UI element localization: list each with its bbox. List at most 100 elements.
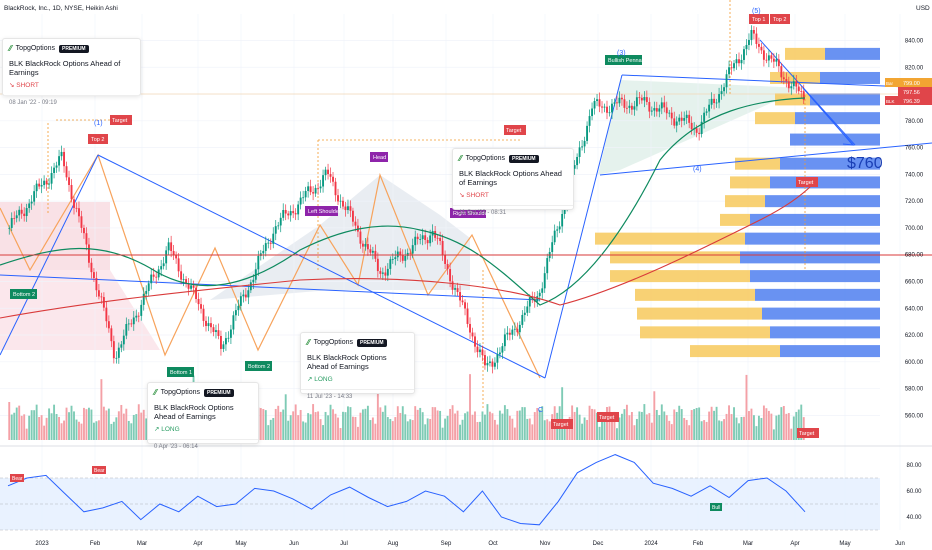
volume-bar [120, 404, 123, 440]
candle-body [755, 33, 758, 44]
candle-body [307, 186, 310, 191]
candle-body [185, 279, 188, 284]
volume-bar [23, 414, 26, 440]
brand-logo-icon: ⁄⁄ [154, 388, 157, 397]
time-tick: Mar [137, 541, 147, 547]
volume-bar [464, 413, 466, 440]
volume-bar [294, 404, 297, 440]
volume-bar [698, 407, 701, 440]
volume-bar [628, 415, 631, 440]
currency-label: USD [916, 5, 930, 12]
candle-body [588, 116, 591, 126]
volume-bar [379, 407, 382, 440]
rsi-bull-label: Bull [712, 505, 720, 511]
volume-bar [780, 407, 783, 440]
candle-body [406, 252, 409, 256]
volume-bar [528, 418, 531, 440]
candle-body [234, 310, 237, 316]
rsi-bear-label-2: Bear [94, 468, 105, 474]
candle-body [558, 226, 561, 230]
candle-body [404, 255, 407, 261]
candle-body [556, 229, 559, 231]
volume-bar [718, 420, 721, 440]
volume-bar [361, 409, 364, 440]
top2-label: Top 2 [91, 137, 104, 143]
candle-body [175, 254, 178, 259]
idea-card-1[interactable]: ⁄⁄ TopgOptions PREMIUM BLK BlackRock Optio… [2, 38, 141, 106]
candle-body [396, 251, 399, 258]
candle-body [623, 99, 626, 108]
candle-body [765, 59, 768, 61]
price-tick: 700.00 [905, 226, 924, 232]
volume-bar [409, 419, 412, 440]
candle-body [327, 169, 329, 175]
left-shoulder-label: Left Shoulder [308, 209, 341, 215]
volume-bar [683, 417, 686, 440]
candle-body [289, 211, 292, 216]
volume-bar [75, 419, 78, 440]
candle-body [287, 213, 290, 216]
volume-bar [110, 423, 113, 440]
candle-body [8, 227, 11, 229]
candle-body [381, 272, 384, 274]
candle-body [409, 252, 412, 254]
volume-bar [787, 413, 790, 440]
candle-body [488, 361, 491, 364]
volume-bar [95, 421, 98, 440]
candle-body [237, 305, 240, 311]
candle-body [703, 112, 706, 122]
idea-title: BLK BlackRock Options Ahead of Earnings [459, 169, 562, 187]
candle-body [752, 29, 755, 34]
volume-bar [740, 416, 743, 440]
badge-797: 797.56 [903, 90, 920, 96]
volume-bar [107, 408, 110, 440]
candle-body [513, 328, 516, 330]
candle-body [207, 323, 210, 327]
idea-card-4[interactable]: ⁄⁄ TopgOptions PREMIUM BLK BlackRock Optio… [147, 382, 259, 450]
volume-bar [620, 413, 623, 440]
candle-body [394, 257, 397, 260]
price-tick: 580.00 [905, 387, 924, 393]
volume-bar [690, 410, 693, 440]
volume-bar [384, 405, 387, 440]
volume-bar [53, 404, 56, 440]
volume-bar [374, 423, 377, 440]
candle-body [391, 259, 394, 260]
candle-body [730, 67, 733, 69]
volume-bar [347, 406, 349, 440]
volume-bar [322, 425, 325, 440]
direction-text: LONG [161, 426, 180, 433]
candle-body [461, 300, 464, 303]
idea-direction: ↗ LONG [154, 426, 180, 433]
candle-body [745, 44, 748, 50]
volume-bar [476, 422, 479, 440]
idea-card-3[interactable]: ⁄⁄ TopgOptions PREMIUM BLK BlackRock Optio… [300, 332, 415, 400]
candle-body [506, 332, 509, 335]
idea-card-2[interactable]: ⁄⁄ TopgOptions PREMIUM BLK BlackRock Optio… [452, 148, 574, 216]
volume-bar [312, 404, 315, 440]
volume-bar [414, 406, 417, 440]
volume-bar [725, 413, 728, 440]
volume-bar [723, 419, 725, 440]
time-tick: Aug [388, 541, 399, 547]
candle-body [347, 206, 349, 211]
volume-bar [366, 405, 369, 440]
volume-bar [538, 409, 541, 440]
volume-bar [35, 404, 38, 440]
volume-bar [115, 417, 118, 440]
volume-bar [673, 409, 676, 440]
candle-body [78, 208, 80, 217]
candle-body [292, 211, 295, 214]
price-target-text: $760 [847, 155, 883, 172]
volume-bar [142, 409, 145, 440]
volume-bar [274, 408, 277, 440]
candle-body [349, 206, 352, 211]
candle-body [643, 97, 646, 101]
candle-body [546, 258, 549, 274]
volume-bar [563, 421, 566, 440]
candle-body [481, 349, 484, 356]
volume-bar [705, 421, 708, 440]
volume-bar [78, 421, 80, 440]
candle-body [68, 177, 70, 186]
